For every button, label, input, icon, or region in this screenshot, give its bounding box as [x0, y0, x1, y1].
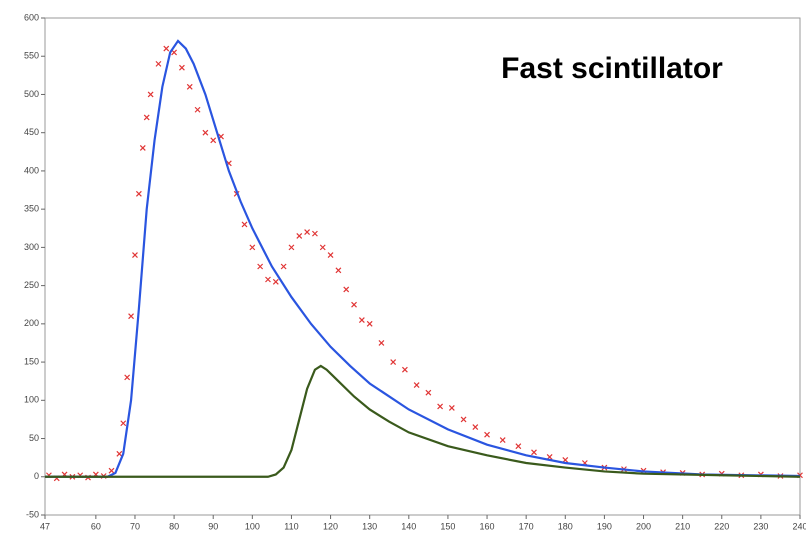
data-point [202, 129, 209, 136]
data-point [319, 244, 326, 251]
y-tick-label: 200 [24, 318, 39, 328]
data-point [499, 437, 506, 443]
x-tick-label: 150 [440, 521, 455, 531]
data-point [143, 114, 150, 121]
annotation: Fast scintillator [501, 52, 723, 85]
plot-frame [44, 17, 801, 516]
y-tick-label: 450 [24, 127, 39, 137]
x-tick-label: 90 [208, 521, 218, 531]
x-tick-label: 80 [169, 521, 179, 531]
data-point [265, 276, 271, 283]
data-point [437, 403, 444, 410]
data-point [280, 263, 287, 270]
data-point [186, 83, 193, 90]
data-line [45, 364, 801, 478]
data-point [108, 467, 115, 474]
x-tick-label: 100 [245, 521, 260, 531]
data-point [120, 420, 127, 427]
data-point [515, 443, 522, 450]
y-tick-label: -50 [26, 509, 39, 519]
data-point [128, 313, 134, 320]
y-tick-label: 150 [24, 356, 39, 366]
x-tick-label: 230 [753, 521, 768, 531]
data-point [304, 229, 311, 236]
data-point [257, 263, 264, 270]
x-tick-label: 170 [519, 521, 534, 531]
data-point [425, 389, 432, 396]
data-point [139, 145, 146, 151]
y-tick-label: 100 [24, 395, 39, 405]
y-tick-label: 550 [24, 51, 39, 61]
x-tick-label: 190 [597, 521, 612, 531]
data-point [155, 60, 162, 67]
data-point [210, 137, 217, 144]
data-point [124, 374, 131, 381]
x-tick-label: 130 [362, 521, 377, 531]
x-tick-label: 240 [792, 521, 806, 531]
data-point [135, 190, 142, 197]
y-tick-label: 300 [24, 242, 39, 252]
data-point [335, 267, 342, 274]
data-point [132, 252, 138, 258]
data-point [249, 244, 256, 251]
y-tick-label: 0 [34, 471, 39, 481]
data-point [343, 286, 350, 293]
data-point [390, 359, 397, 366]
data-point [378, 340, 385, 346]
data-point [163, 45, 170, 52]
x-tick-label: 180 [558, 521, 573, 531]
data-point [147, 91, 154, 98]
data-point [241, 221, 248, 228]
data-point [351, 301, 357, 308]
y-tick-label: 600 [24, 12, 39, 22]
x-tick-label: 120 [323, 521, 338, 531]
y-tick-label: 400 [24, 165, 39, 175]
data-point [460, 416, 467, 423]
data-point [448, 405, 455, 411]
y-tick-label: 500 [24, 89, 39, 99]
data-point [327, 252, 334, 258]
data-point [366, 320, 373, 327]
data-point [358, 317, 365, 323]
x-tick-label: 210 [675, 521, 690, 531]
x-tick-label: 140 [401, 521, 416, 531]
x-tick-label: 160 [480, 521, 495, 531]
data-point [531, 449, 537, 456]
x-tick-label: 47 [40, 521, 50, 531]
data-point [288, 244, 295, 251]
data-point [484, 431, 490, 438]
data-point [401, 366, 408, 373]
data-point [296, 232, 303, 239]
y-tick-label: 350 [24, 204, 39, 214]
data-line [45, 39, 801, 478]
data-point [311, 230, 318, 237]
x-tick-label: 200 [636, 521, 651, 531]
data-point [194, 106, 201, 113]
x-tick-label: 220 [714, 521, 729, 531]
x-tick-label: 60 [91, 521, 101, 531]
data-point [413, 382, 420, 388]
data-point [178, 64, 185, 71]
x-tick-label: 70 [130, 521, 140, 531]
data-point [272, 278, 279, 285]
data-point [116, 450, 123, 457]
y-tick-label: 50 [29, 433, 39, 443]
x-tick-label: 110 [284, 521, 298, 531]
data-point [472, 424, 479, 430]
y-tick-label: 250 [24, 280, 39, 290]
